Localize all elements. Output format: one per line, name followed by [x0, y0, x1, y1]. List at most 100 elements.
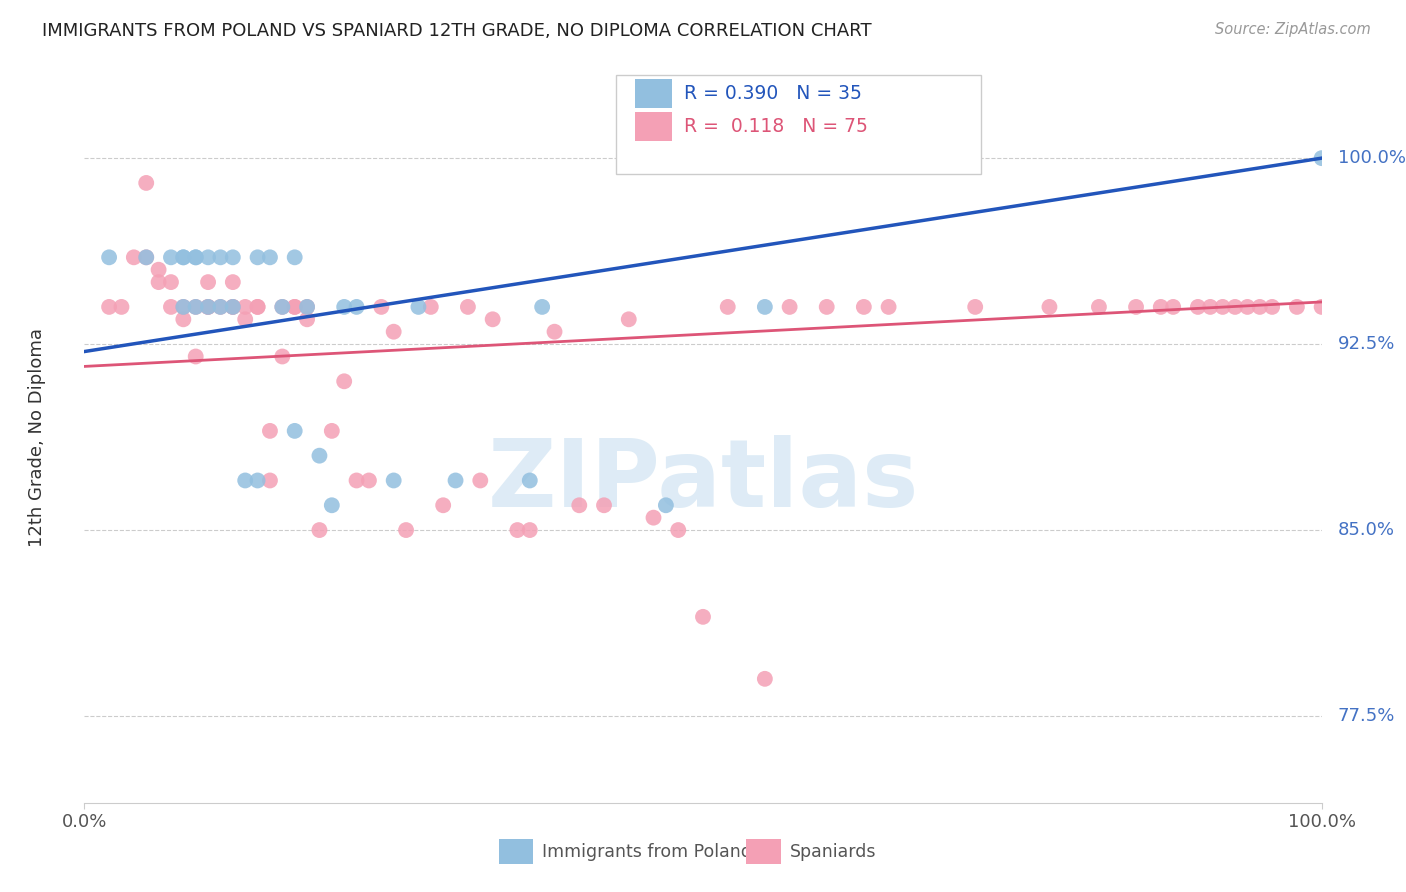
Point — [666, 523, 689, 537]
Point — [135, 176, 157, 190]
FancyBboxPatch shape — [499, 838, 533, 864]
Point — [233, 312, 256, 326]
Point — [172, 300, 194, 314]
Point — [346, 474, 368, 488]
Text: Source: ZipAtlas.com: Source: ZipAtlas.com — [1215, 22, 1371, 37]
Point — [295, 300, 318, 314]
Point — [172, 250, 194, 264]
Point — [357, 474, 380, 488]
Point — [184, 300, 207, 314]
Point — [209, 300, 232, 314]
Point — [519, 474, 541, 488]
Point — [754, 672, 776, 686]
Point — [1161, 300, 1184, 314]
Point — [852, 300, 875, 314]
Point — [197, 300, 219, 314]
FancyBboxPatch shape — [747, 838, 780, 864]
Point — [284, 300, 307, 314]
Point — [98, 300, 121, 314]
Point — [1088, 300, 1111, 314]
Point — [333, 374, 356, 388]
Point — [148, 275, 170, 289]
Point — [370, 300, 392, 314]
Point — [271, 350, 294, 364]
Point — [506, 523, 529, 537]
Point — [346, 300, 368, 314]
Point — [308, 523, 330, 537]
Point — [209, 250, 232, 264]
Point — [692, 610, 714, 624]
Point — [779, 300, 801, 314]
Point — [408, 300, 430, 314]
Point — [98, 250, 121, 264]
Point — [457, 300, 479, 314]
Point — [233, 300, 256, 314]
Point — [1261, 300, 1284, 314]
Point — [184, 250, 207, 264]
Text: R = 0.390   N = 35: R = 0.390 N = 35 — [685, 84, 862, 103]
Point — [259, 424, 281, 438]
Point — [222, 275, 245, 289]
Point — [965, 300, 987, 314]
Point — [184, 300, 207, 314]
Point — [233, 474, 256, 488]
Point — [419, 300, 441, 314]
Point — [382, 325, 405, 339]
Point — [1187, 300, 1209, 314]
Point — [531, 300, 554, 314]
Point — [617, 312, 640, 326]
Point — [135, 250, 157, 264]
Point — [1199, 300, 1222, 314]
FancyBboxPatch shape — [636, 112, 672, 141]
Point — [321, 498, 343, 512]
Point — [877, 300, 900, 314]
Point — [1125, 300, 1147, 314]
Text: R =  0.118   N = 75: R = 0.118 N = 75 — [685, 117, 869, 136]
Point — [1310, 151, 1333, 165]
Text: IMMIGRANTS FROM POLAND VS SPANIARD 12TH GRADE, NO DIPLOMA CORRELATION CHART: IMMIGRANTS FROM POLAND VS SPANIARD 12TH … — [42, 22, 872, 40]
Point — [643, 510, 665, 524]
Point — [148, 262, 170, 277]
Point — [160, 250, 183, 264]
Point — [321, 424, 343, 438]
Point — [259, 250, 281, 264]
Point — [1249, 300, 1271, 314]
Point — [222, 300, 245, 314]
Point — [246, 300, 269, 314]
Point — [1223, 300, 1246, 314]
Text: 92.5%: 92.5% — [1337, 335, 1395, 353]
Point — [717, 300, 740, 314]
Point — [222, 300, 245, 314]
Point — [395, 523, 418, 537]
Point — [197, 300, 219, 314]
Point — [470, 474, 492, 488]
Point — [222, 300, 245, 314]
Point — [271, 300, 294, 314]
Point — [172, 250, 194, 264]
Point — [246, 300, 269, 314]
Point — [519, 523, 541, 537]
Point — [655, 498, 678, 512]
Text: Spaniards: Spaniards — [790, 843, 876, 861]
Point — [568, 498, 591, 512]
Point — [110, 300, 132, 314]
Point — [160, 300, 183, 314]
Point — [271, 300, 294, 314]
Point — [246, 250, 269, 264]
Text: ZIPatlas: ZIPatlas — [488, 435, 918, 527]
Point — [172, 300, 194, 314]
Text: 100.0%: 100.0% — [1337, 149, 1406, 167]
Point — [172, 312, 194, 326]
FancyBboxPatch shape — [616, 75, 981, 174]
Point — [432, 498, 454, 512]
Point — [543, 325, 565, 339]
Point — [295, 312, 318, 326]
Point — [815, 300, 838, 314]
Point — [593, 498, 616, 512]
Point — [284, 250, 307, 264]
Point — [222, 250, 245, 264]
Point — [197, 275, 219, 289]
Text: 12th Grade, No Diploma: 12th Grade, No Diploma — [28, 327, 46, 547]
Point — [135, 250, 157, 264]
FancyBboxPatch shape — [636, 78, 672, 108]
